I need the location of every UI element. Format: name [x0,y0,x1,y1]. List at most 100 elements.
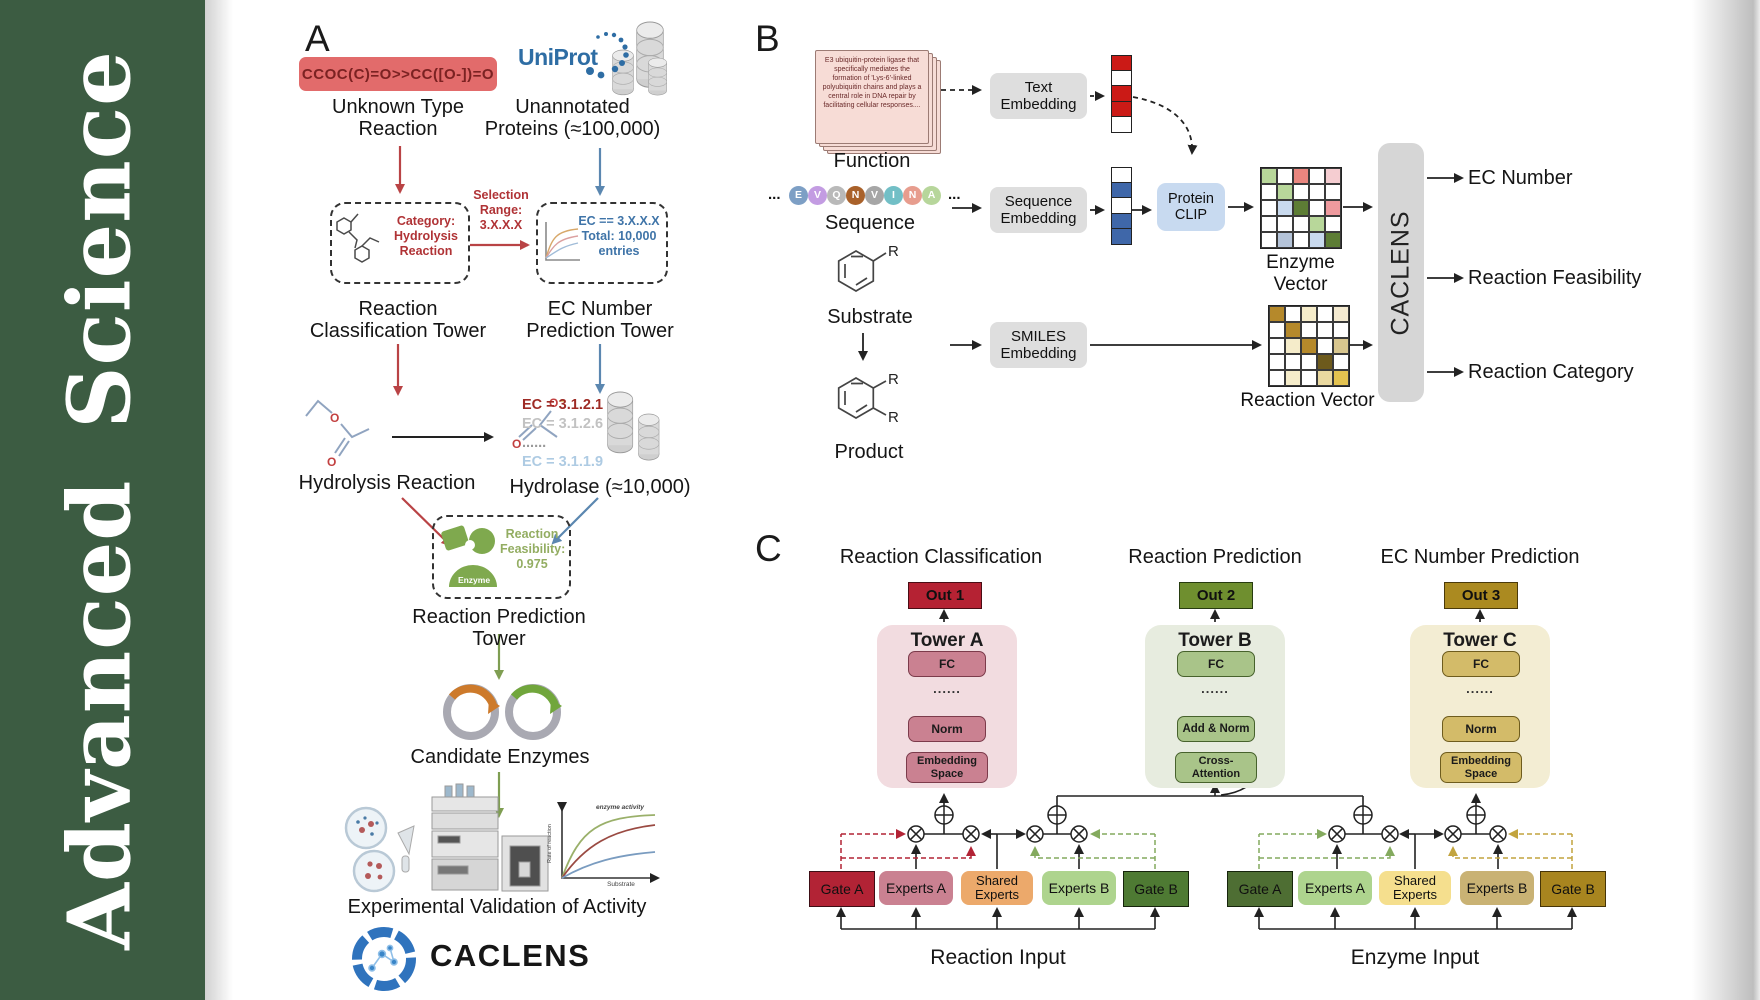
grid-cell [1309,184,1325,200]
page-edge-shadow [205,0,233,1000]
vector-cell [1112,198,1131,214]
shared-experts-right: Shared Experts [1379,871,1451,905]
graph-ylabel: Rate of reaction [547,824,553,863]
grid-cell [1309,216,1325,232]
grid-cell [1261,232,1277,248]
grid-cell [1277,200,1293,216]
vector-cell [1112,56,1131,72]
arrow-textvec-to-clip [1132,96,1198,155]
grid-cell [1301,354,1317,370]
grid-cell [1285,338,1301,354]
ec-item: EC = 3.1.2.6 [522,416,604,432]
experts-b-right: Experts B [1460,871,1534,905]
grid-cell [1325,232,1341,248]
tower-a-embedding-space: Embedding Space [906,752,988,783]
caclens-wordmark: CACLENS [430,938,591,973]
grid-cell [1277,168,1293,184]
oxygen-label: O [330,411,340,425]
gate-dashed-lines [840,829,1573,869]
ec-tower-label: EC Number Prediction Tower [526,298,674,342]
uniprot-logo: UniProt [518,44,598,70]
grid-cell [1333,354,1349,370]
product-molecule-icon [837,377,887,419]
grid-cell [1293,232,1309,248]
out3-box: Out 3 [1444,582,1518,609]
panel-b-label: B [755,18,780,59]
substrate-label: Substrate [827,306,913,328]
hydrolysis-reaction-label: Hydrolysis Reaction [298,472,476,494]
product-label: Product [834,441,904,463]
tower-b-cross-attention: Cross- Attention [1175,752,1257,783]
tower-c-name: Tower C [1443,630,1517,651]
tower-b-dots: ...... [1201,681,1229,696]
grid-cell [1285,370,1301,386]
grid-cell [1261,184,1277,200]
journal-sidebar: Advanced Science [0,0,205,1000]
tower-c-panel: Tower C FC ...... Norm Embedding Space [1410,625,1550,788]
grid-cell [1261,168,1277,184]
unknown-reaction-label: Unknown Type Reaction [332,96,464,140]
reaction-input-label: Reaction Input [930,946,1066,969]
caclens-logo-icon [352,927,416,991]
gate-a-left: Gate A [809,871,875,907]
grid-cell [1333,338,1349,354]
gate-a-right: Gate A [1227,871,1293,907]
tower-b-panel: Tower B FC ...... Add & Norm Cross- Atte… [1145,625,1285,788]
text-embedding-box: Text Embedding [990,73,1087,119]
grid-cell [1285,322,1301,338]
sequence-ellipsis-left: ... [768,186,781,203]
grid-cell [1277,216,1293,232]
grid-cell [1293,168,1309,184]
grid-cell [1325,216,1341,232]
experts-a-left: Experts A [879,871,953,905]
grid-cell [1293,200,1309,216]
residue-circle: N [846,186,865,205]
prediction-tower-label: Reaction Prediction Tower [412,606,586,650]
grid-cell [1325,200,1341,216]
grid-cell [1293,184,1309,200]
vector-cell [1112,183,1131,199]
ec-item: EC = 3.1.2.1 [522,397,604,413]
arrow-hydrolysis-to-feas [401,497,452,547]
activity-curve-label: enzyme activity [596,804,645,811]
grid-cell [1309,168,1325,184]
reaction-vector-grid [1268,305,1350,387]
grid-cell [1285,306,1301,322]
candidate-enzymes-label: Candidate Enzymes [410,746,590,768]
multiply-plus-nodes [907,805,1507,843]
enzyme-icon-label: Enzyme [457,575,491,585]
function-text: E3 ubiquitin-protein ligase that specifi… [822,57,922,109]
grid-cell [1317,306,1333,322]
panel-a-label: A [305,18,330,59]
grid-cell [1269,306,1285,322]
enzyme-input-label: Enzyme Input [1350,946,1480,969]
grid-cell [1317,354,1333,370]
residue-circle: V [865,186,884,205]
tower-a-panel: Tower A FC ...... Norm Embedding Space [877,625,1017,788]
substrate-r-label: R [888,243,899,260]
experts-a-right: Experts A [1298,871,1372,905]
tower-c-fc: FC [1442,651,1520,677]
tower-a-fc: FC [908,651,986,677]
activity-graph-icon [557,802,660,883]
vector-cell [1112,86,1131,102]
smiles-embedding-box: SMILES Embedding [990,322,1087,368]
function-cards: E3 ubiquitin-protein ligase that specifi… [815,50,945,156]
residue-circle: A [922,186,941,205]
grid-cell [1269,370,1285,386]
product-r2-label: R [888,409,899,426]
graph-xlabel: Substrate [607,881,635,888]
sequence-ellipsis-right: ... [948,186,961,203]
ec-item: ...... [522,435,547,451]
sequence-embedding-box: Sequence Embedding [990,187,1087,233]
output-reaction-category: Reaction Category [1468,361,1634,383]
protein-clip-box: Protein CLIP [1157,183,1225,231]
grid-cell [1277,232,1293,248]
tower-c-dots: ...... [1466,681,1494,696]
oxygen-minus-label: O⁻ [549,396,565,410]
grid-cell [1309,232,1325,248]
grid-cell [1317,322,1333,338]
residue-circle: V [808,186,827,205]
reaction-vector-label: Reaction Vector [1240,390,1375,411]
